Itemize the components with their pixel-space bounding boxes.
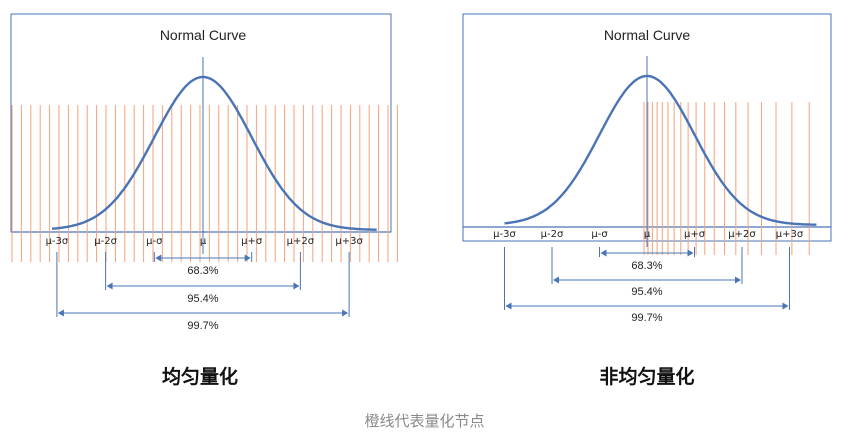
interval-label: 95.4%: [187, 293, 218, 305]
caption-uniform-quantization: 均匀量化: [161, 366, 238, 388]
interval-arrowhead: [293, 282, 300, 290]
interval-label: 99.7%: [187, 320, 218, 332]
panel-uniform-quantization: Normal Curve μ-3σ μ-2σ μ-σ μ μ+σ μ+2σ μ+3σ 68.3%…: [10, 13, 398, 332]
sigma-tick-label: μ: [644, 229, 651, 240]
interval-label: 99.7%: [631, 312, 662, 324]
caption-nonuniform-quantization: 非均匀量化: [599, 366, 695, 388]
sigma-tick-label: μ+σ: [684, 229, 706, 240]
panel-nonuniform-quantization: Normal Curve μ-3σ μ-2σ μ-σ μ μ+σ μ+2σ μ+3σ 68.3%…: [462, 13, 832, 324]
sigma-tick-label: μ-3σ: [46, 236, 69, 247]
interval-label: 68.3%: [187, 265, 218, 277]
sigma-tick-label: μ-2σ: [541, 229, 564, 240]
sigma-tick-label: μ: [200, 236, 207, 247]
panel-title: Normal Curve: [604, 27, 691, 43]
interval-arrowhead: [687, 249, 694, 257]
sigma-tick-label: μ+σ: [241, 236, 263, 247]
interval-arrowhead: [505, 302, 512, 310]
interval-arrowhead: [600, 249, 607, 257]
interval-arrowhead: [106, 282, 113, 290]
footer-caption: 橙线代表量化节点: [364, 412, 485, 430]
interval-arrowhead: [155, 254, 162, 262]
interval-label: 95.4%: [631, 286, 662, 298]
sigma-tick-label: μ+3σ: [335, 236, 363, 247]
normal-curve: [51, 75, 377, 231]
sigma-tick-label: μ-3σ: [493, 229, 516, 240]
interval-arrowhead: [735, 276, 741, 284]
interval-arrowhead: [342, 309, 349, 317]
normal-curve: [504, 74, 817, 226]
sigma-tick-label: μ+2σ: [728, 229, 756, 240]
panel-title: Normal Curve: [160, 27, 247, 43]
interval-arrowhead: [782, 302, 789, 310]
interval-arrowhead: [57, 309, 64, 317]
sigma-tick-label: μ-σ: [591, 229, 608, 240]
sigma-tick-label: μ+2σ: [287, 236, 315, 247]
sigma-tick-label: μ+3σ: [776, 229, 804, 240]
sigma-tick-label: μ-σ: [146, 236, 163, 247]
sigma-tick-label: μ-2σ: [94, 236, 117, 247]
interval-label: 68.3%: [631, 260, 662, 272]
interval-arrowhead: [553, 276, 559, 284]
interval-arrowhead: [244, 254, 251, 262]
